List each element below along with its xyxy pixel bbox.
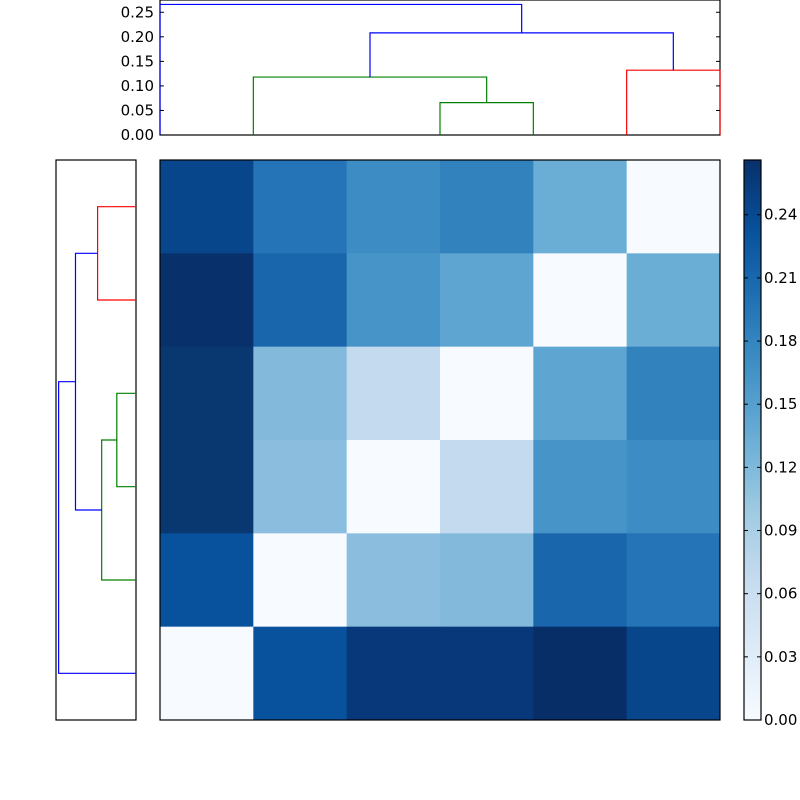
y-tick-label: 0.05 [121,101,154,119]
heatmap-cell [533,346,628,441]
heatmap-cell [346,160,441,254]
heatmap-cell [253,346,348,441]
heatmap-cell [440,346,534,441]
heatmap-cell [160,440,254,534]
dendrogram-link [58,381,136,674]
y-tick-label: 0.10 [121,77,154,95]
colorbar-tick-label: 0.00 [764,711,797,729]
row-dendrogram-frame [55,159,137,721]
heatmap-cell [626,440,721,534]
heatmap-cell [440,253,534,348]
heatmap-cell [533,626,628,721]
heatmap-cell [346,440,441,534]
heatmap-cell [253,253,348,348]
colorbar-tick-label: 0.21 [764,269,797,287]
heatmap-cell [346,346,441,441]
heatmap-cell [440,440,534,534]
heatmap-cell [440,533,534,628]
heatmap-cell [160,253,254,348]
y-tick-label: 0.15 [121,52,154,70]
heatmap-cell [440,160,534,254]
heatmap-cell [440,626,534,721]
heatmap-cell [253,440,348,534]
dendrogram-link [159,3,523,135]
row-dendrogram [55,159,137,721]
heatmap-cell [253,533,348,628]
heatmap-cell [533,253,628,348]
heatmap-frame [159,159,721,721]
heatmap-cell [160,533,254,628]
heatmap-cell [626,253,721,348]
colorbar-tick-label: 0.03 [764,648,797,666]
colorbar-tick-label: 0.12 [764,458,797,476]
heatmap-cell [626,533,721,628]
heatmap-cell [626,160,721,254]
column-dendrogram-y-axis: 0.00 0.05 0.10 0.15 0.20 0.25 [121,3,720,144]
colorbar-tick-label: 0.24 [764,206,797,224]
heatmap-cell [533,533,628,628]
heatmap-cell [160,626,254,721]
heatmap-cell [346,626,441,721]
column-dendrogram [159,0,721,136]
heatmap-cell [346,533,441,628]
heatmap-cell [160,346,254,441]
colorbar-tick-label: 0.09 [764,522,797,540]
colorbar-tick-label: 0.15 [764,395,797,413]
heatmap [159,159,721,721]
heatmap-cell [533,440,628,534]
heatmap-cell [253,160,348,254]
colorbar: 0.00 0.03 0.06 0.09 0.12 0.15 0.18 0.21 0.24 [743,159,797,729]
heatmap-cell [533,160,628,254]
heatmap-cell [346,253,441,348]
heatmap-cell [626,346,721,441]
y-tick-label: 0.20 [121,28,154,46]
heatmap-cell [626,626,721,721]
colorbar-tick-label: 0.18 [764,332,797,350]
y-tick-label: 0.00 [121,126,154,144]
colorbar-gradient [743,159,762,721]
heatmap-cell [253,626,348,721]
colorbar-tick-label: 0.06 [764,585,797,603]
y-tick-label: 0.25 [121,3,154,21]
heatmap-cell [160,160,254,254]
